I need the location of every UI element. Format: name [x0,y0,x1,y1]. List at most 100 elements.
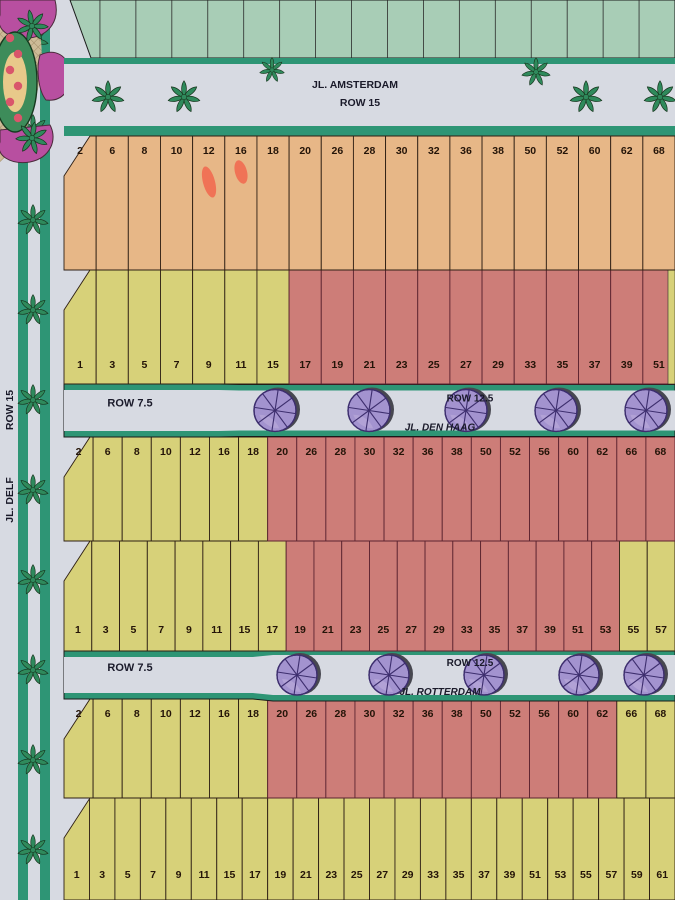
svg-text:17: 17 [299,359,311,371]
svg-text:3: 3 [103,624,109,636]
svg-text:9: 9 [206,359,212,371]
svg-text:6: 6 [105,708,111,720]
svg-text:33: 33 [427,869,439,881]
svg-text:11: 11 [198,869,209,881]
svg-text:21: 21 [322,624,334,636]
svg-text:25: 25 [351,869,363,881]
svg-text:JL. AMSTERDAM: JL. AMSTERDAM [312,79,398,91]
svg-text:33: 33 [524,359,536,371]
svg-text:51: 51 [653,359,665,371]
svg-text:62: 62 [596,708,608,720]
svg-text:25: 25 [378,624,390,636]
svg-text:56: 56 [538,446,550,458]
svg-text:36: 36 [422,708,434,720]
svg-text:11: 11 [235,359,246,371]
svg-text:33: 33 [461,624,473,636]
svg-text:12: 12 [189,446,201,458]
svg-text:ROW 12.5: ROW 12.5 [447,658,494,669]
svg-text:7: 7 [150,869,156,881]
svg-text:16: 16 [218,708,230,720]
svg-text:1: 1 [74,869,80,881]
svg-text:62: 62 [621,145,633,157]
svg-text:28: 28 [335,708,347,720]
svg-text:57: 57 [655,624,667,636]
svg-text:29: 29 [492,359,504,371]
svg-text:57: 57 [606,869,618,881]
svg-text:60: 60 [567,446,579,458]
svg-text:61: 61 [656,869,668,881]
svg-text:66: 66 [626,446,638,458]
svg-text:32: 32 [393,446,405,458]
svg-text:27: 27 [405,624,417,636]
svg-text:5: 5 [141,359,147,371]
svg-text:39: 39 [621,359,633,371]
svg-text:15: 15 [239,624,251,636]
svg-text:68: 68 [655,708,667,720]
svg-text:21: 21 [364,359,376,371]
svg-text:6: 6 [105,446,111,458]
svg-text:1: 1 [77,359,83,371]
svg-text:9: 9 [176,869,182,881]
svg-text:50: 50 [524,145,536,157]
svg-text:JL. DEN HAAG: JL. DEN HAAG [405,423,476,434]
svg-text:9: 9 [186,624,192,636]
svg-text:23: 23 [325,869,337,881]
svg-text:20: 20 [276,708,288,720]
svg-text:51: 51 [529,869,541,881]
svg-text:18: 18 [247,446,259,458]
svg-text:37: 37 [516,624,528,636]
svg-text:29: 29 [402,869,414,881]
svg-text:21: 21 [300,869,312,881]
svg-text:8: 8 [134,708,140,720]
svg-text:11: 11 [211,624,222,636]
svg-text:6: 6 [109,145,115,157]
svg-text:27: 27 [376,869,388,881]
svg-text:20: 20 [276,446,288,458]
svg-text:38: 38 [492,145,504,157]
svg-text:38: 38 [451,446,463,458]
svg-text:52: 52 [509,446,521,458]
svg-text:7: 7 [158,624,164,636]
svg-text:53: 53 [600,624,612,636]
svg-text:59: 59 [631,869,643,881]
svg-text:35: 35 [557,359,569,371]
svg-text:51: 51 [572,624,584,636]
svg-text:30: 30 [396,145,408,157]
svg-text:38: 38 [451,708,463,720]
svg-text:10: 10 [160,708,172,720]
svg-text:30: 30 [364,708,376,720]
svg-text:23: 23 [396,359,408,371]
svg-text:32: 32 [393,708,405,720]
svg-text:56: 56 [538,708,550,720]
svg-text:19: 19 [331,359,343,371]
svg-text:ROW 12.5: ROW 12.5 [447,394,494,405]
svg-text:52: 52 [509,708,521,720]
svg-text:55: 55 [627,624,639,636]
svg-text:29: 29 [433,624,445,636]
svg-text:5: 5 [131,624,137,636]
svg-text:30: 30 [364,446,376,458]
svg-text:62: 62 [596,446,608,458]
svg-text:ROW 15: ROW 15 [4,390,16,430]
svg-text:12: 12 [203,145,215,157]
svg-text:68: 68 [653,145,665,157]
svg-text:7: 7 [174,359,180,371]
svg-text:39: 39 [504,869,516,881]
svg-text:ROW 7.5: ROW 7.5 [107,662,152,674]
svg-text:19: 19 [275,869,287,881]
svg-text:20: 20 [299,145,311,157]
svg-text:16: 16 [218,446,230,458]
svg-text:37: 37 [589,359,601,371]
svg-text:1: 1 [75,624,81,636]
svg-text:32: 32 [428,145,440,157]
svg-text:10: 10 [171,145,183,157]
svg-text:ROW 7.5: ROW 7.5 [107,398,152,410]
svg-text:18: 18 [247,708,259,720]
svg-text:3: 3 [109,359,115,371]
svg-text:26: 26 [305,446,317,458]
svg-text:26: 26 [305,708,317,720]
svg-text:JL. DELF: JL. DELF [4,477,16,523]
svg-text:JL. ROTTERDAM: JL. ROTTERDAM [399,687,481,698]
svg-text:ROW 15: ROW 15 [340,97,380,109]
svg-text:60: 60 [589,145,601,157]
